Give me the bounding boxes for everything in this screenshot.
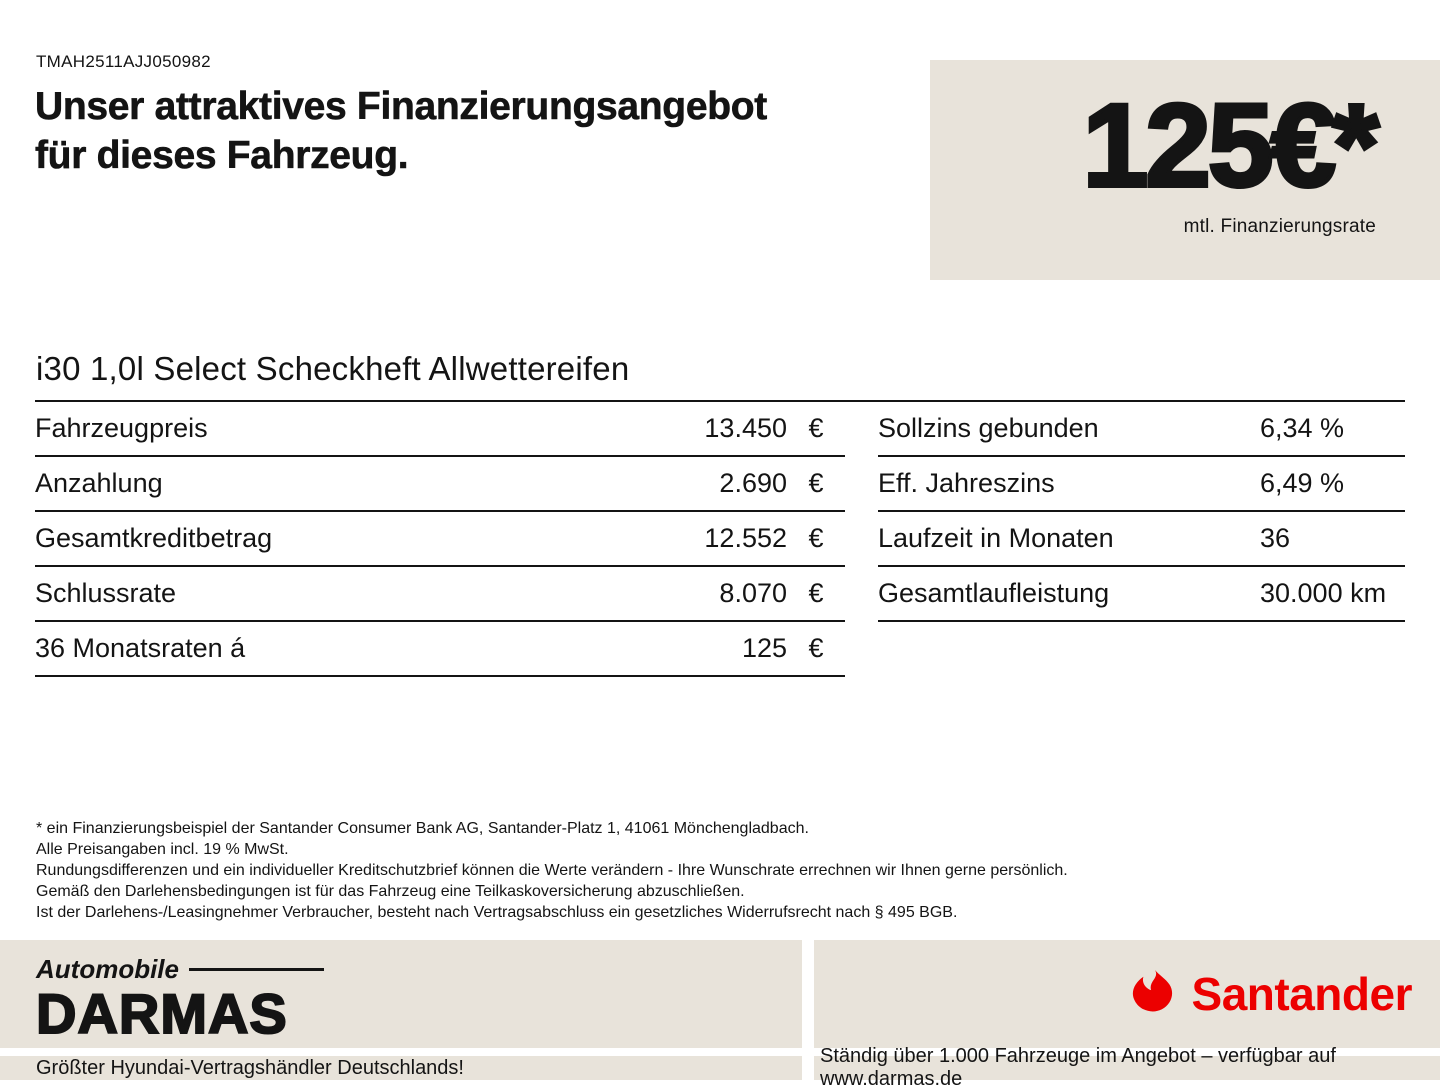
finance-row: Laufzeit in Monaten 36 [878,512,1405,567]
finance-row: Gesamtlaufleistung 30.000 km [878,567,1405,622]
title-divider [35,400,1405,402]
headline-line-2: für dieses Fahrzeug. [35,134,409,178]
disclaimer-line: Ist der Darlehens-/Leasingnehmer Verbrau… [36,904,958,921]
finance-row: Fahrzeugpreis 13.450 € [35,402,845,457]
finance-row: Eff. Jahreszins 6,49 % [878,457,1405,512]
finance-value: 6,49 % [1260,468,1345,498]
finance-unit: € [808,633,824,663]
headline-line-1: Unser attraktives Finanzierungsangebot [35,85,768,129]
finance-row: 36 Monatsraten á 125 € [35,622,845,677]
finance-right-column: Sollzins gebunden 6,34 % Eff. Jahreszins 6,… [878,402,1405,677]
finance-value: 6,34 % [1260,413,1345,443]
finance-unit: € [808,523,824,553]
finance-value: 125 [741,633,787,663]
finance-table: Fahrzeugpreis 13.450 € Anzahlung 2.690 € Gesam… [35,402,1405,677]
finance-label: Gesamtkreditbetrag [35,523,273,553]
darmas-logo-wordmark: DARMAS [35,982,288,1045]
finance-label: Laufzeit in Monaten [878,523,1114,553]
disclaimer-line: Gemäß den Darlehensbedingungen ist für d… [36,883,745,900]
footer-tagline-left: Größter Hyundai-Vertragshändler Deutschl… [0,1056,802,1080]
finance-column-gap [845,402,878,677]
footer-tagline-right: Ständig über 1.000 Fahrzeuge im Angebot … [814,1045,1440,1090]
finance-value: 8.070 [719,578,787,608]
santander-wordmark: Santander [1191,968,1413,1020]
finance-left-column: Fahrzeugpreis 13.450 € Anzahlung 2.690 € Gesam… [35,402,845,677]
disclaimer-line: Alle Preisangaben incl. 19 % MwSt. [36,841,289,858]
footer-dealer-panel: Automobile DARMAS [0,940,802,1048]
finance-label: Anzahlung [35,468,163,498]
finance-label: Eff. Jahreszins [878,468,1055,498]
vehicle-title: i30 1,0l Select Scheckheft Allwettereife… [36,350,630,387]
dealer-tagline: Größter Hyundai-Vertragshändler Deutschl… [36,1056,464,1079]
inventory-tagline: Ständig über 1.000 Fahrzeuge im Angebot … [820,1045,1336,1090]
finance-value: 13.450 [704,413,787,443]
finance-value: 2.690 [719,468,787,498]
finance-label: Schlussrate [35,578,177,608]
finance-row: Anzahlung 2.690 € [35,457,845,512]
disclaimer-line: Rundungsdifferenzen und ein individuelle… [36,862,1068,879]
darmas-logo-line [189,968,324,971]
disclaimer: * ein Finanzierungsbeispiel der Santande… [36,818,1336,923]
darmas-logo: Automobile DARMAS [35,954,324,1045]
darmas-logo-automobile: Automobile [36,954,179,984]
santander-flame-icon [1132,969,1172,1012]
monthly-rate-box: 125€* mtl. Finanzierungsrate [930,60,1440,280]
finance-label: Sollzins gebunden [878,413,1099,443]
finance-unit: € [808,578,824,608]
finance-value: 36 [1260,523,1291,553]
finance-row: Gesamtkreditbetrag 12.552 € [35,512,845,567]
finance-row: Sollzins gebunden 6,34 % [878,402,1405,457]
finance-value: 30.000 km [1260,578,1387,608]
santander-logo: Santander [1129,940,1413,1048]
finance-unit: € [808,468,824,498]
monthly-rate-caption: mtl. Finanzierungsrate [1183,216,1376,237]
disclaimer-line: * ein Finanzierungsbeispiel der Santande… [36,820,809,837]
finance-label: Gesamtlaufleistung [878,578,1110,608]
finance-row: Schlussrate 8.070 € [35,567,845,622]
finance-value: 12.552 [704,523,787,553]
headline: Unser attraktives Finanzierungsangebot f… [35,82,768,180]
footer-santander-panel: Santander [814,940,1440,1048]
darmas-logo-top: Automobile [36,954,324,985]
monthly-rate-value: 125€* [1081,80,1381,212]
vin-number: TMAH2511AJJ050982 [36,52,211,71]
finance-label: 36 Monatsraten á [35,633,246,663]
finance-label: Fahrzeugpreis [35,413,208,443]
finance-unit: € [808,413,824,443]
